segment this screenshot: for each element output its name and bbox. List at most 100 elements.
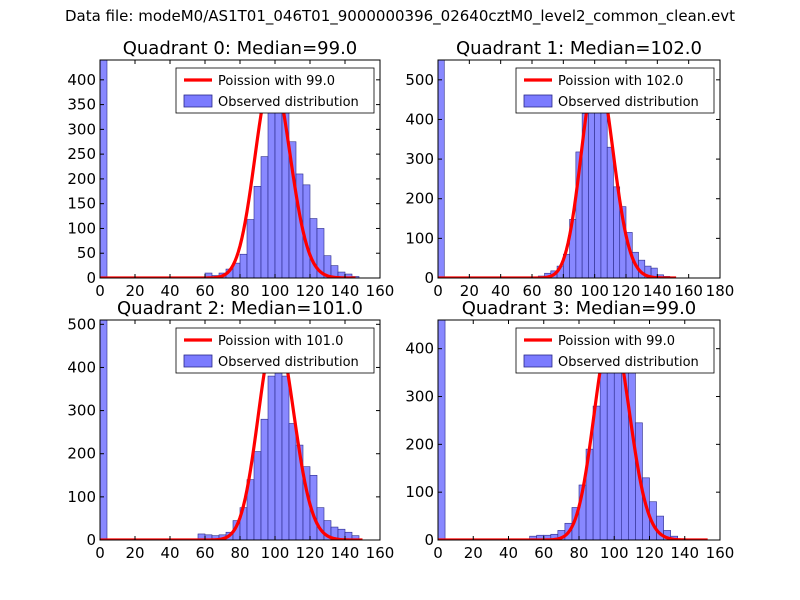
y-tick-label: 200 [405, 435, 434, 453]
y-tick-label: 300 [67, 120, 96, 138]
y-tick-label: 0 [424, 531, 434, 549]
poisson-curve [438, 68, 677, 278]
histogram-bar [253, 451, 262, 540]
x-tick-label: 60 [195, 282, 214, 300]
y-tick-label: 0 [86, 269, 96, 287]
histogram-bar [438, 60, 445, 278]
legend-observed-swatch [183, 94, 213, 108]
x-tick-label: 100 [261, 282, 290, 300]
y-tick-label: 150 [67, 195, 96, 213]
axes-frame [437, 59, 721, 279]
x-tick-label: 180 [706, 282, 735, 300]
x-tick-label: 0 [95, 282, 105, 300]
y-tick-label: 250 [67, 145, 96, 163]
histogram-bar [100, 320, 108, 540]
y-tick-label: 400 [405, 340, 434, 358]
histogram-bar [600, 95, 608, 278]
histogram-bar [274, 356, 283, 540]
plot-area [438, 60, 677, 278]
x-tick-label: 120 [296, 282, 325, 300]
x-tick-label: 80 [230, 282, 249, 300]
y-tick-label: 100 [67, 219, 96, 237]
x-tick-label: 160 [366, 282, 395, 300]
histogram-bar [260, 418, 269, 540]
x-tick-label: 100 [600, 544, 629, 562]
x-tick-label: 20 [464, 544, 483, 562]
histogram-bar [438, 320, 446, 540]
y-tick-label: 200 [67, 445, 96, 463]
y-tick-label: 100 [67, 488, 96, 506]
y-tick-label: 0 [424, 269, 434, 287]
y-tick-label: 500 [67, 315, 96, 333]
y-tick-label: 100 [405, 229, 434, 247]
histogram-bar [351, 535, 360, 540]
legend-observed-label: Observed distribution [218, 355, 359, 370]
x-tick-label: 100 [580, 282, 609, 300]
histogram-bar [246, 219, 255, 278]
figure-title: Data file: modeM0/AS1T01_046T01_90000003… [64, 7, 736, 25]
y-tick-label: 400 [405, 110, 434, 128]
x-tick-label: 20 [125, 282, 144, 300]
histogram-bar [599, 360, 608, 540]
legend-poisson-label: Poission with 102.0 [558, 74, 683, 89]
histogram-bar [281, 375, 290, 540]
x-tick-label: 40 [160, 544, 179, 562]
x-tick-label: 160 [366, 544, 395, 562]
plot-area [100, 60, 360, 278]
x-tick-label: 140 [331, 282, 360, 300]
y-tick-label: 0 [86, 531, 96, 549]
y-tick-label: 300 [405, 150, 434, 168]
x-tick-label: 40 [491, 282, 510, 300]
plot-area [438, 320, 708, 540]
x-tick-label: 0 [433, 282, 443, 300]
quadrant-1-panel: 0 20 40 60 80 100 120 140 160 1800100200300400500… [405, 38, 734, 300]
histogram-bar [316, 228, 325, 278]
panel-title: Quadrant 0: Median=99.0 [123, 38, 358, 59]
legend-observed-label: Observed distribution [558, 95, 699, 110]
x-tick-label: 140 [331, 544, 360, 562]
x-tick-label: 120 [612, 282, 641, 300]
histogram-bar [267, 375, 276, 540]
histogram-bar [100, 60, 108, 278]
legend-poisson-label: Poission with 101.0 [218, 334, 343, 349]
legend-observed-label: Observed distribution [558, 355, 699, 370]
histogram-bar [606, 146, 614, 278]
y-tick-label: 400 [67, 71, 96, 89]
y-tick-label: 300 [405, 388, 434, 406]
poisson-curve [100, 329, 363, 540]
quadrant-2-panel: 0 20 40 60 80 100 120 140 160 0 100 200 300 400 500 Qua… [67, 298, 394, 562]
histogram-bar [267, 111, 276, 278]
histogram-bar [274, 99, 283, 278]
y-tick-label: 300 [67, 402, 96, 420]
x-tick-label: 60 [534, 544, 553, 562]
x-tick-label: 60 [195, 544, 214, 562]
quadrant-3-panel: 0 20 40 60 80 100 120 140 160 0 100 200 300 400 Quadra… [405, 298, 734, 562]
poisson-curve [438, 327, 708, 540]
x-tick-label: 20 [460, 282, 479, 300]
x-tick-label: 60 [522, 282, 541, 300]
x-tick-label: 80 [230, 544, 249, 562]
legend-poisson-label: Poission with 99.0 [218, 74, 335, 89]
histogram-bar [650, 267, 658, 278]
y-tick-label: 200 [405, 190, 434, 208]
legend-observed-swatch [183, 354, 213, 368]
y-tick-label: 500 [405, 71, 434, 89]
x-tick-label: 140 [670, 544, 699, 562]
legend-observed-swatch [523, 354, 553, 368]
x-tick-label: 80 [554, 282, 573, 300]
histogram-bar [253, 186, 262, 278]
legend-poisson-label: Poission with 99.0 [558, 334, 675, 349]
poisson-curve [100, 73, 356, 278]
x-tick-label: 20 [125, 544, 144, 562]
x-tick-label: 80 [569, 544, 588, 562]
x-tick-label: 40 [499, 544, 518, 562]
quadrant-0-panel: 0 20 40 60 80 100 120 140 160 0 50 100 150 200 250 300 3… [67, 38, 394, 300]
x-tick-label: 0 [433, 544, 443, 562]
x-tick-label: 0 [95, 544, 105, 562]
histogram-bar [260, 156, 269, 278]
y-tick-label: 100 [405, 483, 434, 501]
histogram-bar [288, 423, 297, 540]
legend-observed-label: Observed distribution [218, 95, 359, 110]
plot-area [100, 320, 363, 540]
